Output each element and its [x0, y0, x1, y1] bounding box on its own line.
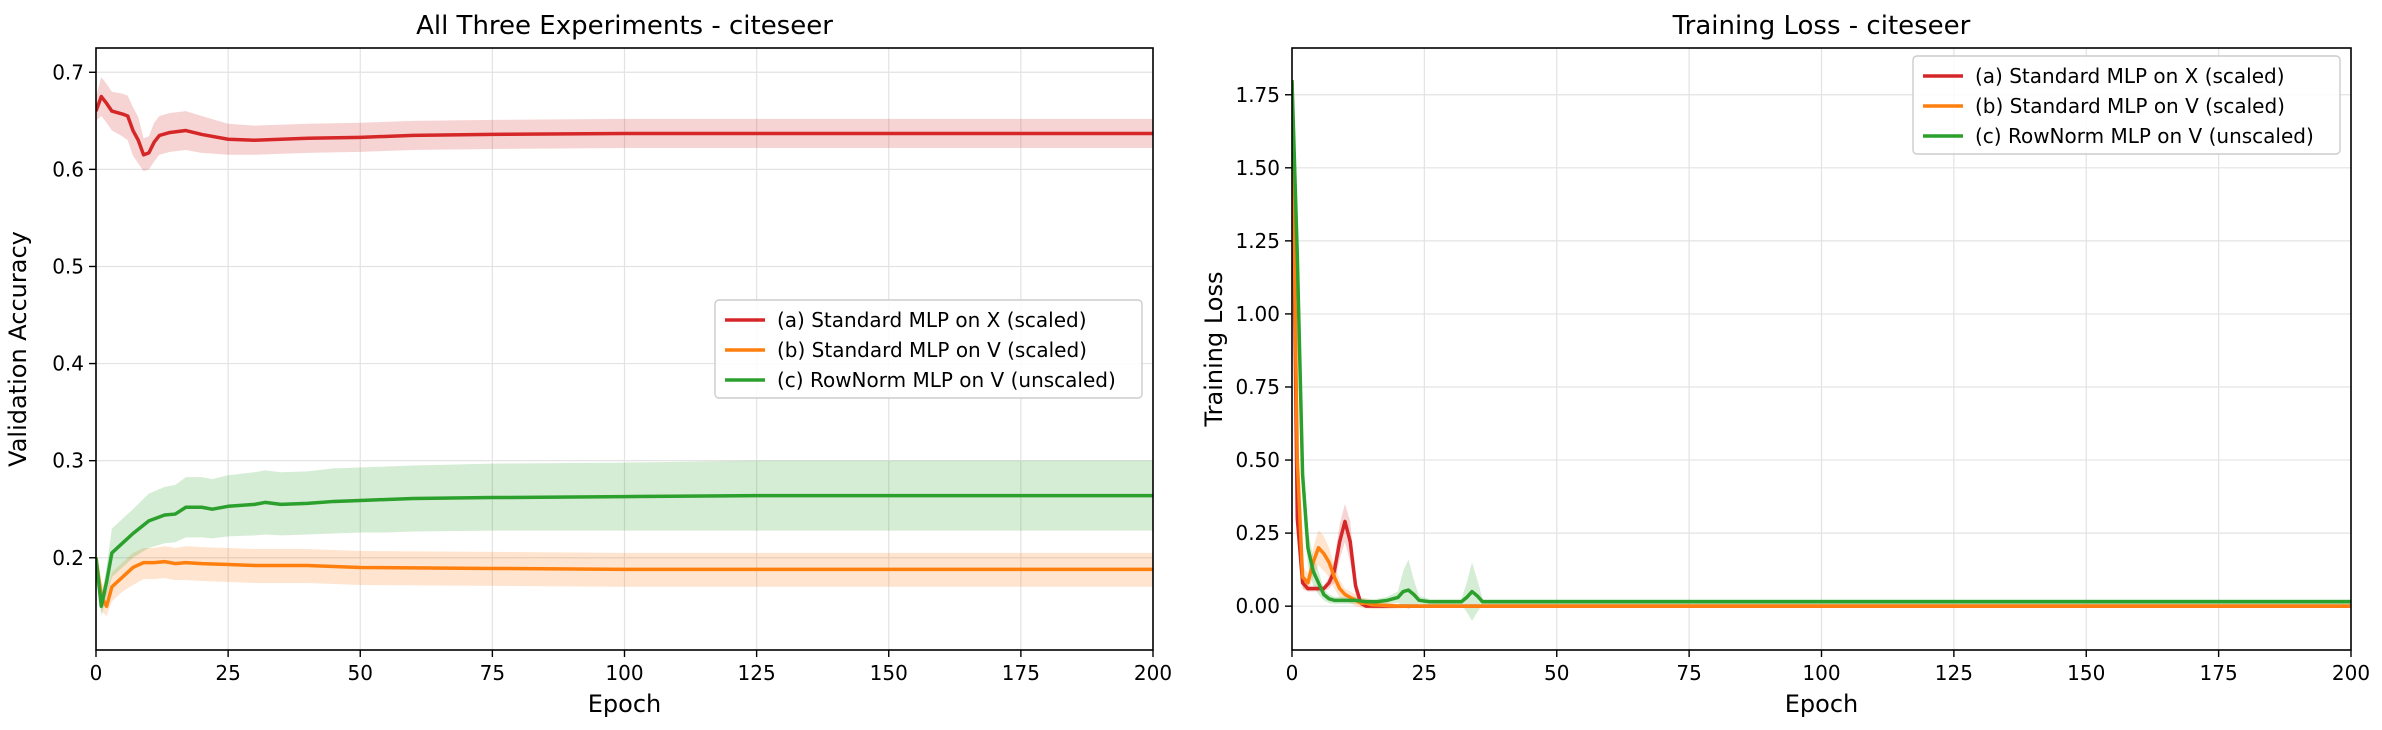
series-line-0 [96, 94, 1153, 157]
confidence-band-series-0 [96, 77, 1153, 172]
y-tick-label: 0.3 [52, 449, 84, 473]
x-tick-label: 50 [348, 661, 373, 685]
legend-entry: (a) Standard MLP on X (scaled) [777, 308, 1087, 332]
legend: (a) Standard MLP on X (scaled) (b) Standa… [714, 299, 1143, 399]
y-tick-label: 1.75 [1235, 83, 1280, 107]
chart-title: Training Loss - citeseer [1672, 11, 1971, 41]
y-axis-label: Validation Accuracy [4, 231, 32, 467]
y-tick-label: 0.25 [1235, 521, 1280, 545]
x-tick-label: 200 [1134, 661, 1172, 685]
x-tick-label: 175 [2200, 661, 2238, 685]
y-tick-label: 1.50 [1235, 156, 1280, 180]
x-axis-label: Epoch [1785, 690, 1859, 718]
ticks: 0 25 50 75 100 125 150 175 200 0.00 0.25 0.50 0.75 1.… [1235, 83, 2370, 685]
series-line-1 [96, 557, 1153, 609]
y-axis-label: Training Loss [1200, 272, 1228, 428]
y-tick-label: 0.50 [1235, 448, 1280, 472]
y-tick-label: 0.7 [52, 60, 84, 84]
y-tick-label: 0.4 [52, 352, 84, 376]
x-tick-label: 125 [1935, 661, 1973, 685]
x-tick-label: 0 [90, 661, 103, 685]
legend: (a) Standard MLP on X (scaled) (b) Standa… [1912, 55, 2341, 155]
chart-validation-accuracy: 0 25 50 75 100 125 150 175 200 0.2 0.3 0.4 0.5 0.6 0.7… [4, 11, 1172, 718]
x-tick-label: 150 [870, 661, 908, 685]
x-tick-label: 175 [1002, 661, 1040, 685]
series-line-1 [1292, 80, 2351, 608]
y-tick-label: 0.5 [52, 254, 84, 278]
legend-box [1912, 55, 2341, 155]
x-tick-label: 50 [1544, 661, 1569, 685]
y-tick-label: 0.00 [1235, 594, 1280, 618]
ticks: 0 25 50 75 100 125 150 175 200 0.2 0.3 0.4 0.5 0.6 0.7 [52, 60, 1172, 685]
x-tick-label: 100 [1802, 661, 1840, 685]
legend-entry: (b) Standard MLP on V (scaled) [777, 338, 1087, 362]
confidence-band-series-1 [96, 546, 1153, 617]
plot-area [1292, 80, 2351, 621]
x-tick-label: 100 [605, 661, 643, 685]
x-tick-label: 200 [2332, 661, 2370, 685]
y-tick-label: 0.2 [52, 546, 84, 570]
x-tick-label: 75 [1676, 661, 1701, 685]
legend-entry: (a) Standard MLP on X (scaled) [1975, 64, 2285, 88]
series-line-2 [1292, 80, 2351, 604]
legend-entry: (c) RowNorm MLP on V (unscaled) [777, 368, 1116, 392]
chart-title: All Three Experiments - citeseer [416, 11, 833, 41]
x-tick-label: 75 [480, 661, 505, 685]
y-tick-label: 1.00 [1235, 302, 1280, 326]
x-tick-label: 25 [215, 661, 240, 685]
x-tick-label: 125 [738, 661, 776, 685]
legend-box [714, 299, 1143, 399]
plot-area [96, 77, 1153, 617]
series-line-2 [96, 493, 1153, 609]
x-axis-label: Epoch [588, 690, 662, 718]
legend-entry: (c) RowNorm MLP on V (unscaled) [1975, 124, 2314, 148]
chart-training-loss: 0 25 50 75 100 125 150 175 200 0.00 0.25 0.50 0.75 1.… [1200, 11, 2370, 718]
y-tick-label: 1.25 [1235, 229, 1280, 253]
y-tick-label: 0.6 [52, 157, 84, 181]
legend-entry: (b) Standard MLP on V (scaled) [1975, 94, 2285, 118]
x-tick-label: 150 [2067, 661, 2105, 685]
y-tick-label: 0.75 [1235, 375, 1280, 399]
x-tick-label: 25 [1412, 661, 1437, 685]
x-tick-label: 0 [1286, 661, 1299, 685]
